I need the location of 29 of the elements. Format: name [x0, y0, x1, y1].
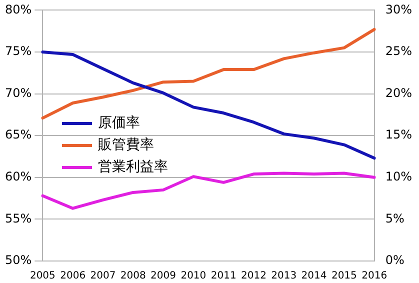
y2-tick-label: 25%: [385, 44, 412, 58]
y-tick-label: 75%: [5, 44, 32, 58]
x-tick-label: 2016: [362, 270, 388, 282]
y2-tick-label: 0%: [385, 253, 404, 268]
x-tick-label: 2011: [210, 270, 236, 282]
y-tick-label: 60%: [5, 170, 32, 184]
x-tick-label: 2007: [90, 270, 116, 282]
y-tick-label: 80%: [5, 2, 32, 16]
legend-label: 原価率: [98, 114, 140, 133]
x-tick-label: 2009: [150, 270, 176, 282]
y2-tick-label: 30%: [385, 2, 412, 16]
x-tick-label: 2010: [180, 270, 206, 282]
y2-tick-label: 15%: [385, 128, 412, 142]
x-tick-label: 2012: [241, 270, 266, 282]
x-tick-label: 2014: [301, 270, 327, 282]
y-tick-label: 65%: [5, 128, 32, 142]
x-tick-label: 2008: [120, 270, 146, 282]
legend-label: 営業利益率: [98, 158, 168, 177]
y-tick-label: 70%: [5, 86, 32, 100]
y2-tick-label: 5%: [385, 211, 404, 226]
legend-label: 販管費率: [98, 136, 154, 155]
y2-tick-label: 20%: [385, 86, 412, 100]
x-tick-label: 2013: [271, 270, 297, 282]
x-tick-label: 2006: [60, 270, 86, 282]
y-tick-label: 55%: [5, 211, 32, 226]
y2-tick-label: 10%: [385, 170, 412, 184]
x-tick-label: 2005: [30, 270, 56, 282]
x-tick-label: 2015: [331, 270, 357, 282]
y-tick-label: 50%: [5, 253, 32, 268]
